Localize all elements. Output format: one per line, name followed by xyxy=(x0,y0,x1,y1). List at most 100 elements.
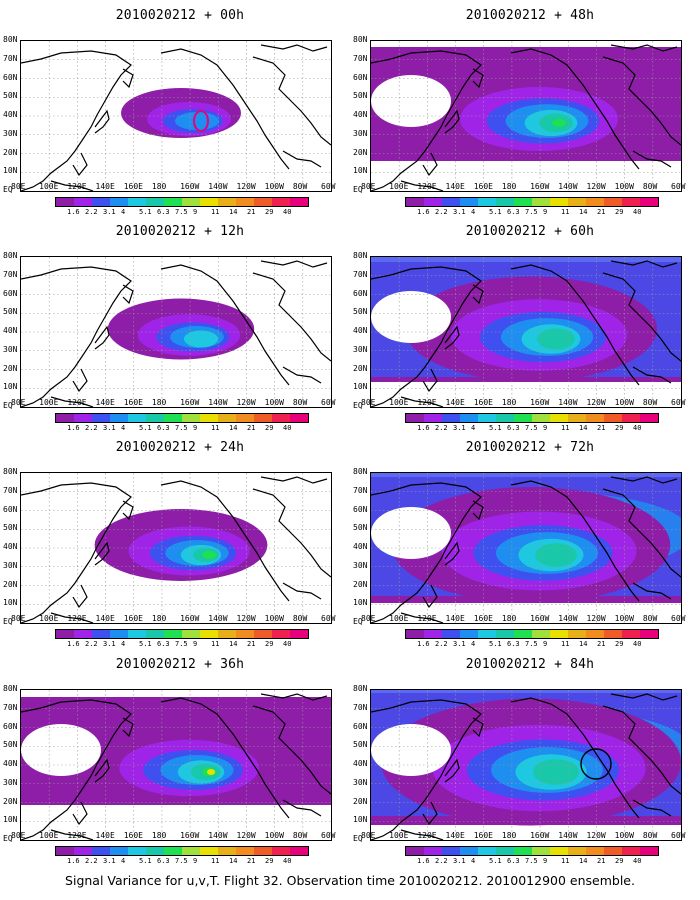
colorbar-label: 40 xyxy=(283,208,292,216)
colorbar-label: 4 xyxy=(121,857,126,865)
colorbar-swatch xyxy=(586,198,604,206)
colorbar-swatch xyxy=(568,630,586,638)
colorbar-swatch xyxy=(128,630,146,638)
variance-shading xyxy=(371,47,681,161)
colorbar-swatch xyxy=(586,847,604,855)
colorbar-swatch xyxy=(424,847,442,855)
latitude-label: 30N xyxy=(3,777,18,787)
colorbar-swatch xyxy=(604,414,622,422)
colorbar-label: 9 xyxy=(543,640,548,648)
latitude-label: 40N xyxy=(353,759,368,768)
latitude-label: 50N xyxy=(3,307,18,317)
colorbar-swatch xyxy=(640,847,658,855)
colorbar-swatch xyxy=(424,414,442,422)
colorbar-label: 7.5 xyxy=(525,208,538,216)
colorbar-swatch xyxy=(92,414,110,422)
colorbar-label: 11 xyxy=(211,424,220,432)
panel-title: 2010020212 + 24h xyxy=(115,440,245,455)
longitude-label: 140E xyxy=(95,398,115,407)
colorbar-label: 6.3 xyxy=(157,208,170,216)
panel-title: 2010020212 + 60h xyxy=(465,224,595,239)
colorbar xyxy=(55,413,309,423)
colorbar xyxy=(405,629,659,639)
latitude-label: 10N xyxy=(3,166,18,176)
colorbar-swatch xyxy=(236,414,254,422)
longitude-label: 100E xyxy=(389,182,409,191)
longitude-label: 140W xyxy=(558,831,578,840)
latitude-label: 10N xyxy=(353,598,368,608)
colorbar-swatch xyxy=(200,630,218,638)
colorbar-label: 4 xyxy=(121,208,126,216)
latitude-label: EQ xyxy=(3,834,13,843)
colorbar-swatch xyxy=(254,414,272,422)
colorbar-swatch xyxy=(424,630,442,638)
latitude-label: 10N xyxy=(3,598,18,608)
longitude-label: 80E xyxy=(361,182,376,191)
colorbar-swatch xyxy=(74,414,92,422)
colorbar-label: 3.1 xyxy=(103,424,116,432)
colorbar-swatch xyxy=(568,847,586,855)
map-graphic xyxy=(21,41,331,191)
longitude-label: 180 xyxy=(151,398,167,407)
latitude-label: EQ xyxy=(3,617,13,626)
longitude-label: 120W xyxy=(236,614,256,623)
colorbar-swatch xyxy=(532,414,550,422)
map-graphic xyxy=(21,690,331,840)
panel-title: 2010020212 + 48h xyxy=(465,8,595,23)
colorbar-swatch xyxy=(200,414,218,422)
map-panel: 2010020212 + 72h 80N 70N 60N 50N 40N 30N 20N 10N… xyxy=(353,432,700,652)
latitude-label: 20N xyxy=(3,147,18,157)
longitude-label: 80E xyxy=(361,398,376,407)
longitude-label: 80E xyxy=(361,614,376,623)
colorbar-swatch xyxy=(478,414,496,422)
colorbar-swatch xyxy=(406,198,424,206)
colorbar-swatch xyxy=(622,847,640,855)
longitude-label: 180 xyxy=(501,398,517,407)
figure-caption: Signal Variance for u,v,T. Flight 32. Ob… xyxy=(65,873,635,888)
latitude-label: 80N xyxy=(3,35,18,44)
longitude-label: 120W xyxy=(236,182,256,191)
colorbar-swatch xyxy=(200,198,218,206)
colorbar-swatch xyxy=(586,630,604,638)
colorbar-label: 11 xyxy=(211,640,220,648)
colorbar-swatch xyxy=(532,198,550,206)
colorbar-swatch xyxy=(110,198,128,206)
colorbar-swatch xyxy=(128,847,146,855)
longitude-label: 120E xyxy=(417,614,437,623)
latitude-label: 60N xyxy=(3,721,18,731)
colorbar-label: 29 xyxy=(265,640,274,648)
colorbar-swatch xyxy=(74,847,92,855)
longitude-label: 100E xyxy=(39,398,59,407)
colorbar-swatch xyxy=(460,847,478,855)
colorbar-label: 9 xyxy=(543,857,548,865)
latitude-label: 50N xyxy=(353,740,368,750)
longitude-label: 120E xyxy=(67,182,87,191)
longitude-label: 80E xyxy=(11,398,26,407)
longitude-label: 180 xyxy=(151,614,167,623)
variance-shading xyxy=(371,690,681,826)
colorbar-swatch xyxy=(478,198,496,206)
variance-map xyxy=(370,472,682,624)
colorbar-label: 11 xyxy=(561,424,570,432)
longitude-label: 100W xyxy=(264,182,284,191)
longitude-label: 140W xyxy=(208,182,228,191)
longitude-label: 140W xyxy=(558,182,578,191)
colorbar-label: 9 xyxy=(543,424,548,432)
colorbar-label: 21 xyxy=(597,424,606,432)
colorbar-swatch xyxy=(514,414,532,422)
longitude-label: 120W xyxy=(236,398,256,407)
colorbar-swatch xyxy=(442,847,460,855)
longitude-label: 120W xyxy=(586,614,606,623)
colorbar-swatch xyxy=(640,198,658,206)
colorbar-swatch xyxy=(164,198,182,206)
latitude-label: 30N xyxy=(353,128,368,138)
colorbar-swatch xyxy=(236,847,254,855)
colorbar-label: 21 xyxy=(247,640,256,648)
colorbar-swatch xyxy=(478,630,496,638)
colorbar-label: 14 xyxy=(229,208,238,216)
map-graphic xyxy=(371,257,681,407)
longitude-label: 160E xyxy=(473,614,493,623)
latitude-label: 30N xyxy=(3,128,18,138)
colorbar xyxy=(55,197,309,207)
longitude-label: 140E xyxy=(445,398,465,407)
